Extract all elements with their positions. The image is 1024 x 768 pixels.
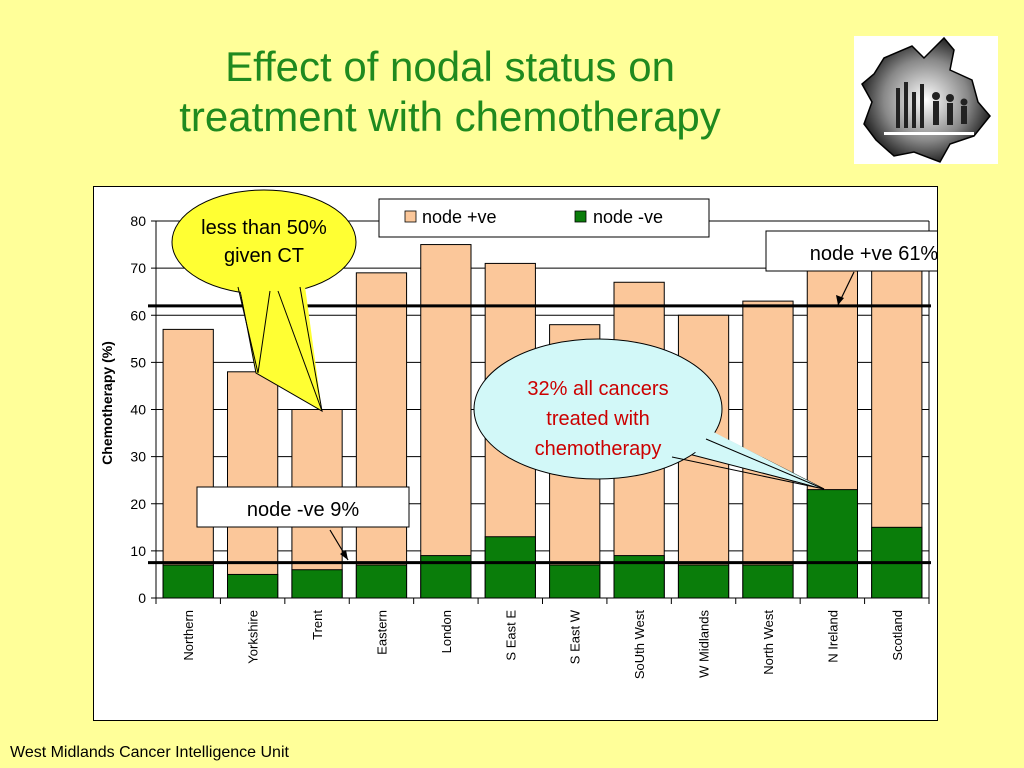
y-tick-label: 30: [130, 449, 146, 465]
chemotherapy-bar-chart: 0 10 20 30 40 50 60 70 80 Northern Yorkshire Trent E…: [99, 189, 983, 680]
bar-node-pos-eastern: [355, 272, 408, 599]
node-pos-box-label: node +ve 61%: [810, 243, 937, 265]
y-tick-label: 60: [130, 307, 146, 323]
x-tick-label: SoUth West: [632, 610, 647, 680]
x-tick-label: N Ireland: [825, 610, 840, 663]
title-line-2: treatment with chemotherapy: [179, 93, 721, 140]
bar-node-neg-n-ireland: [806, 489, 858, 599]
node-neg-annotation: node -ve 9%: [196, 486, 410, 561]
blue-callout-line-2: treated with: [546, 408, 649, 430]
bar-node-pos-north-west: [742, 300, 794, 599]
bar-node-neg-yorkshire: [227, 573, 279, 599]
x-tick-label: S East W: [568, 609, 583, 664]
footer-credit: West Midlands Cancer Intelligence Unit: [10, 744, 289, 761]
x-tick-label: London: [439, 610, 454, 653]
node-neg-box-label: node -ve 9%: [247, 499, 360, 521]
x-tick-label: W Midlands: [697, 610, 712, 678]
y-tick-label: 20: [130, 496, 146, 512]
legend-swatch-node-neg: [574, 210, 587, 223]
y-axis-label: Chemotherapy (%): [99, 341, 115, 465]
bar-node-neg-trent: [291, 569, 343, 599]
x-tick-label: Yorkshire: [246, 610, 261, 664]
yellow-callout: less than 50% given CT: [171, 189, 357, 413]
y-tick-label: 80: [130, 213, 146, 229]
chart-frame: 0 10 20 30 40 50 60 70 80 Northern Yorkshire Trent E…: [93, 186, 983, 721]
yellow-callout-line-1: less than 50%: [201, 217, 327, 239]
title-line-1: Effect of nodal status on: [225, 43, 675, 90]
axes: 0 10 20 30 40 50 60 70 80 Northern Yorkshire Trent E…: [130, 213, 930, 680]
x-tick-label: Scotland: [890, 610, 905, 661]
blue-callout: 32% all cancers treated with chemotherap…: [473, 338, 825, 490]
legend-swatch-node-pos: [404, 210, 417, 223]
x-tick-label: S East E: [503, 610, 518, 661]
legend: node +ve node -ve: [378, 198, 710, 238]
blue-callout-line-1: 32% all cancers: [527, 378, 668, 400]
legend-label-node-pos: node +ve: [422, 207, 497, 227]
y-tick-label: 40: [130, 402, 146, 418]
slide-title: Effect of nodal status on treatment with…: [90, 42, 810, 142]
x-tick-label: Eastern: [374, 610, 389, 655]
bar-node-neg-w-midlands: [677, 564, 730, 599]
bar-node-neg-s-east-e: [484, 536, 536, 599]
bar-node-pos-london: [420, 244, 472, 599]
x-tick-label: North West: [761, 610, 776, 675]
y-tick-label: 10: [130, 543, 146, 559]
y-tick-label: 0: [138, 590, 146, 606]
y-tick-label: 50: [130, 354, 146, 370]
bar-node-pos-yorkshire: [227, 371, 279, 599]
logo-map-icon: [861, 36, 991, 163]
bar-node-neg-eastern: [355, 564, 408, 599]
bar-node-neg-north-west: [742, 564, 794, 599]
bar-node-pos-northern: [162, 328, 214, 599]
yellow-callout-line-2: given CT: [224, 245, 304, 267]
y-tick-label: 70: [130, 260, 146, 276]
legend-label-node-neg: node -ve: [593, 207, 663, 227]
bar-node-neg-northern: [162, 564, 214, 599]
x-tick-label: Trent: [310, 610, 325, 640]
logo: [854, 36, 998, 164]
blue-callout-line-3: chemotherapy: [535, 438, 662, 460]
x-tick-label: Northern: [181, 610, 196, 661]
bar-node-neg-s-east-w: [549, 564, 601, 599]
